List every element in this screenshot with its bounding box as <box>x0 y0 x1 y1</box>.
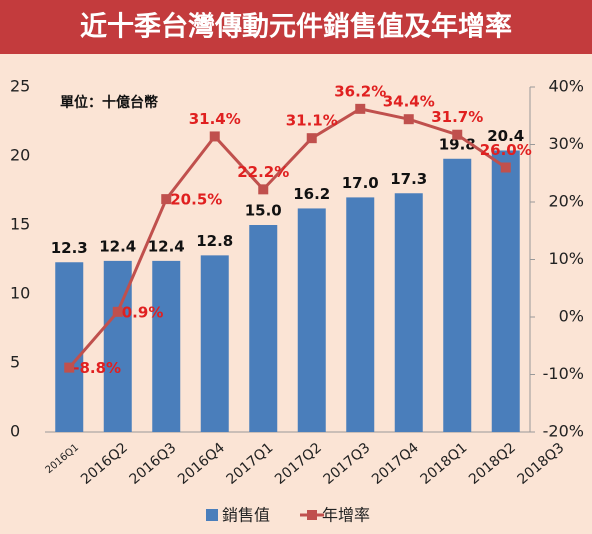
line-marker <box>112 306 123 317</box>
bar <box>152 260 181 432</box>
line-value-label: 20.5% <box>170 191 222 209</box>
line-marker <box>452 129 463 140</box>
bar <box>394 193 423 432</box>
bar-value-label: 20.4 <box>487 127 524 145</box>
bar-value-label: 15.0 <box>245 202 282 220</box>
bar <box>55 262 84 432</box>
legend-label: 銷售值 <box>222 506 270 525</box>
line-marker <box>209 131 220 142</box>
y-tick-label: 10 <box>10 284 30 303</box>
line-marker <box>306 133 317 144</box>
legend-swatch <box>206 509 218 521</box>
y2-tick-label: 0% <box>559 307 584 326</box>
legend-label: 年增率 <box>322 506 370 525</box>
bar <box>346 197 375 432</box>
line-value-label: 31.7% <box>431 108 483 126</box>
bar-value-label: 12.8 <box>196 232 233 250</box>
y2-tick-label: 20% <box>548 192 584 211</box>
line-value-label: 22.2% <box>237 163 289 181</box>
bar <box>443 158 472 432</box>
line-marker <box>161 194 172 205</box>
y2-tick-label: 30% <box>548 134 584 153</box>
line-value-label: 0.9% <box>122 303 164 321</box>
bar-value-label: 12.4 <box>99 237 136 255</box>
bar-value-label: 17.3 <box>390 170 427 188</box>
line-marker <box>64 362 75 373</box>
line-value-label: 26.0% <box>480 141 532 159</box>
line-value-label: 31.4% <box>189 110 241 128</box>
bar-value-label: 12.3 <box>51 239 88 257</box>
bar <box>491 150 520 433</box>
line-marker <box>355 103 366 114</box>
title-banner <box>0 0 592 54</box>
y-tick-label: 25 <box>10 77 30 96</box>
bar-value-label: 17.0 <box>342 174 379 192</box>
line-value-label: 34.4% <box>383 93 435 111</box>
line-value-label: -8.8% <box>73 359 121 377</box>
legend-swatch <box>307 510 317 520</box>
y2-tick-label: -20% <box>543 422 584 441</box>
line-marker <box>500 162 511 173</box>
bar-value-label: 16.2 <box>293 185 330 203</box>
y2-tick-label: 10% <box>548 249 584 268</box>
chart-title: 近十季台灣傳動元件銷售值及年增率 <box>80 11 512 43</box>
y2-tick-label: 40% <box>548 77 584 96</box>
line-value-label: 31.1% <box>286 112 338 130</box>
line-marker <box>258 184 269 195</box>
line-marker <box>403 114 414 125</box>
bar <box>297 208 326 432</box>
line <box>68 107 507 369</box>
y-tick-label: 5 <box>10 353 20 372</box>
y-tick-label: 15 <box>10 215 30 234</box>
bar-value-label: 12.4 <box>148 237 185 255</box>
y-tick-label: 0 <box>10 422 20 441</box>
y-tick-label: 20 <box>10 146 30 165</box>
line-value-label: 36.2% <box>334 82 386 100</box>
unit-label: 單位：十億台幣 <box>60 94 158 111</box>
bar <box>200 255 229 432</box>
y2-tick-label: -10% <box>543 364 584 383</box>
bar <box>249 225 278 432</box>
